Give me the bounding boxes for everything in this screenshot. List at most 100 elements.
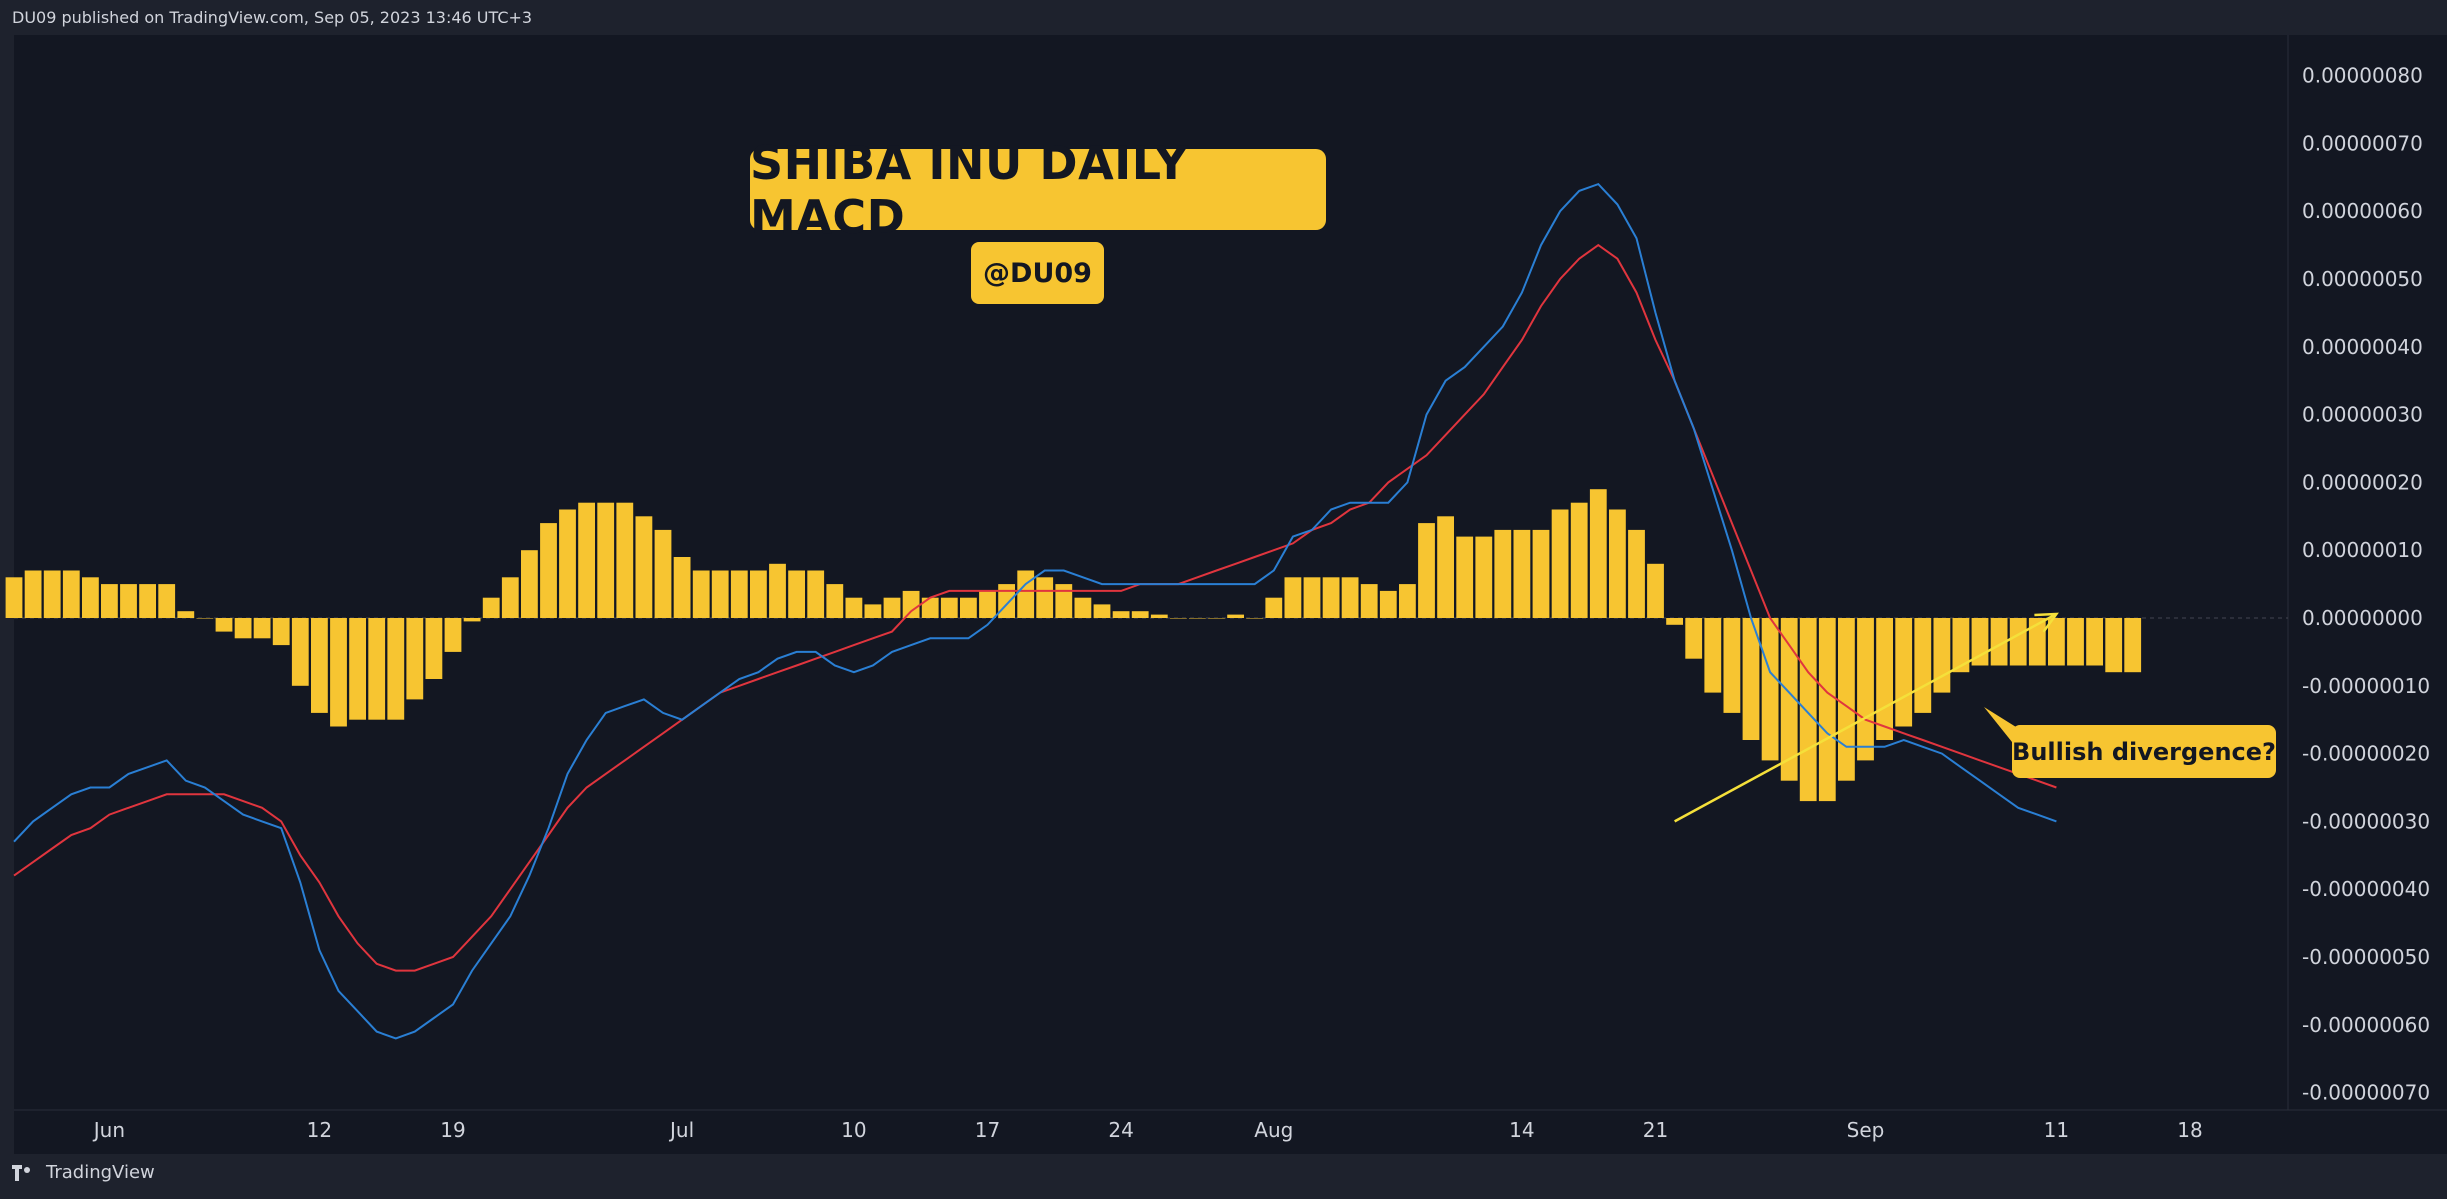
trendline-arrowhead [2034, 612, 2059, 633]
y-tick-label: -0.00000060 [2302, 1013, 2430, 1037]
x-tick-label: 17 [975, 1118, 1000, 1142]
histogram-bar [501, 577, 519, 618]
histogram-bar [1742, 618, 1760, 740]
histogram-bar [616, 502, 634, 618]
histogram-bar [921, 597, 939, 618]
y-tick-label: -0.00000040 [2302, 877, 2430, 901]
histogram-bar [1532, 529, 1550, 618]
y-tick-label: 0.00000040 [2302, 335, 2423, 359]
histogram-bar [311, 618, 328, 713]
histogram-bar [1265, 597, 1283, 618]
histogram-bar [1399, 584, 1416, 618]
histogram-bar [1189, 618, 1206, 619]
histogram-bar [444, 618, 462, 652]
histogram-bar [1818, 618, 1836, 802]
histogram-bar [1704, 618, 1722, 693]
histogram-bar [1628, 529, 1645, 618]
histogram-bar [654, 529, 672, 618]
macd-line [13, 182, 2057, 1040]
histogram-bar [234, 618, 252, 639]
x-tick-label: 14 [1509, 1118, 1534, 1142]
histogram-bar [2086, 618, 2103, 666]
histogram-bar [368, 618, 386, 720]
histogram-bar [1055, 584, 1073, 618]
histogram-bar [1952, 618, 1970, 673]
histogram-bar [807, 570, 825, 618]
histogram-bar [463, 618, 481, 622]
histogram-bar [635, 516, 653, 618]
y-tick-label: 0.00000020 [2302, 470, 2423, 494]
histogram-bar [2028, 618, 2046, 666]
histogram-bar [24, 570, 42, 618]
x-tick-label: 24 [1108, 1118, 1133, 1142]
x-tick-label: 10 [841, 1118, 866, 1142]
histogram-bar [330, 618, 347, 727]
histogram-bar [253, 618, 271, 639]
x-tick-label: 12 [307, 1118, 332, 1142]
histogram-bar [979, 590, 996, 618]
histogram-bar [1761, 618, 1779, 761]
histogram-bar [1666, 618, 1683, 625]
y-tick-label: -0.00000050 [2302, 945, 2430, 969]
signal-line [13, 243, 2057, 972]
histogram-bar [1914, 618, 1932, 713]
histogram-bar [1857, 618, 1874, 761]
histogram-bar [1303, 577, 1321, 618]
bullish-divergence-callout: Bullish divergence? [2012, 725, 2276, 778]
histogram-bar [1112, 611, 1130, 618]
histogram-bar [521, 550, 538, 618]
macd-histogram [5, 489, 2142, 802]
histogram-bar [482, 597, 500, 618]
y-tick-label: 0.00000080 [2302, 64, 2423, 88]
x-tick-label: 18 [2177, 1118, 2202, 1142]
histogram-bar [387, 618, 405, 720]
y-tick-label: 0.00000030 [2302, 403, 2423, 427]
histogram-bar [43, 570, 61, 618]
histogram-bar [1685, 618, 1703, 659]
histogram-bar [158, 584, 176, 618]
histogram-bar [711, 570, 729, 618]
histogram-bar [62, 570, 80, 618]
histogram-bar [730, 570, 748, 618]
y-tick-label: -0.00000020 [2302, 742, 2430, 766]
y-tick-label: 0.00000010 [2302, 538, 2423, 562]
histogram-bar [1036, 577, 1054, 618]
chart-title-label: SHIBA INU DAILY MACD [750, 136, 1326, 244]
x-tick-label: Aug [1254, 1118, 1293, 1142]
histogram-bar [2048, 618, 2065, 666]
histogram-bar [1723, 618, 1741, 713]
x-tick-label: Jul [668, 1118, 694, 1142]
histogram-bar [1895, 618, 1913, 727]
tradingview-logo[interactable]: TradingView [12, 1162, 155, 1183]
histogram-bar [1418, 523, 1435, 618]
x-tick-label: 19 [440, 1118, 465, 1142]
histogram-bar [1170, 618, 1187, 619]
histogram-bar [1838, 618, 1855, 781]
x-tick-label: 11 [2044, 1118, 2069, 1142]
histogram-bar [120, 584, 137, 618]
histogram-bar [1589, 489, 1607, 618]
histogram-bar [1379, 590, 1397, 618]
histogram-bar [1246, 618, 1264, 619]
histogram-bar [1551, 509, 1569, 618]
histogram-bar [1322, 577, 1340, 618]
y-tick-label: -0.00000010 [2302, 674, 2430, 698]
histogram-bar [1933, 618, 1951, 693]
histogram-bar [1990, 618, 2008, 666]
histogram-bar [883, 597, 901, 618]
histogram-bar [1647, 563, 1664, 618]
histogram-bar [1513, 529, 1531, 618]
histogram-bar [272, 618, 290, 646]
author-handle-label: @DU09 [971, 242, 1104, 304]
trendline [1674, 612, 2057, 823]
histogram-bar [559, 509, 576, 618]
y-tick-label: 0.00000070 [2302, 131, 2423, 155]
tradingview-logo-icon [12, 1164, 38, 1181]
histogram-bar [1208, 618, 1225, 619]
histogram-bar [1876, 618, 1893, 740]
y-axis-labels: 0.00000080 0.00000070 0.00000060 0.00000050… [2302, 64, 2430, 1105]
histogram-bar [845, 597, 863, 618]
histogram-bar [864, 604, 882, 618]
histogram-bar [177, 611, 195, 618]
